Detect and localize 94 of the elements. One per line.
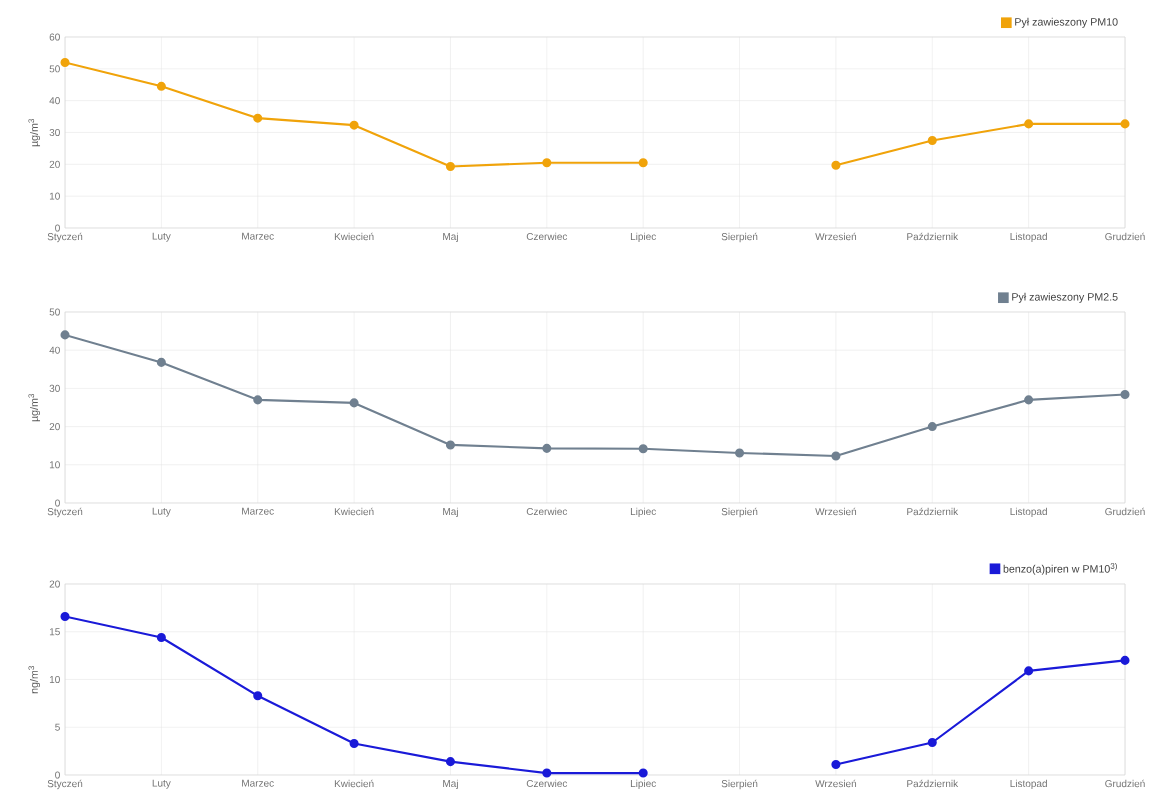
point [253,691,263,701]
y-tick-label: 40 [49,346,60,354]
x-tick-label: Luty [152,232,171,242]
point [253,395,263,405]
point [927,737,937,748]
point [638,444,648,454]
point [253,113,263,123]
x-tick-label: Maj [443,779,458,790]
x-tick-label: Maj [443,232,458,243]
x-tick-label: Czerwiec [526,232,568,241]
x-tick-label: Sierpień [721,779,758,790]
point [60,330,70,340]
point [831,759,841,770]
x-tick-label: Kwiecień [334,779,374,788]
x-tick-label: Czerwiec [526,779,568,788]
x-tick-label: Październik [907,507,959,516]
y-tick-label: 50 [49,65,60,73]
x-tick-label: Luty [152,779,171,789]
x-tick-label: Wrzesień [815,779,857,788]
x-tick-label: Lipiec [630,232,656,243]
x-tick-label: Grudzień [1105,232,1145,241]
point [1024,395,1034,405]
y-tick-label: 20 [49,580,60,588]
point [1024,666,1034,676]
x-tick-label: Sierpień [721,232,758,243]
x-tick-label: Listopad [1010,779,1047,790]
x-tick-label: Maj [443,507,458,518]
y-tick-label: 10 [49,192,60,200]
point [1120,655,1130,665]
x-tick-label: Sierpień [721,507,758,518]
x-tick-label: Luty [152,507,171,517]
point [156,632,166,642]
x-tick-label: Czerwiec [526,507,568,516]
point [445,162,455,172]
x-tick-label: Styczeń [47,232,83,243]
point [156,81,166,91]
x-tick-label: Listopad [1010,507,1047,518]
point [638,158,648,168]
y-tick-label: 5 [55,723,60,731]
x-tick-label: Lipiec [630,779,656,790]
y-tick-label: 30 [49,384,60,392]
x-tick-label: Wrzesień [815,507,857,516]
point [60,57,70,67]
y-axis-title: µg/m$^{3}$ [28,118,41,147]
x-tick-label: Styczeń [47,507,83,518]
point [1024,119,1034,129]
y-tick-label: 60 [49,33,60,41]
y-tick-label: 10 [49,675,60,684]
y-tick-label: 30 [49,128,60,137]
x-tick-label: Październik [907,779,959,788]
point [445,757,455,767]
point [349,398,359,408]
x-tick-label: Grudzień [1105,507,1145,516]
y-tick-label: 10 [49,461,60,469]
point [735,448,745,458]
point [445,440,455,450]
y-tick-label: 0 [55,499,60,507]
x-tick-label: Listopad [1010,232,1047,243]
point [542,768,552,778]
y-tick-label: 0 [55,771,60,779]
x-tick-label: Styczeń [47,779,83,790]
y-tick-label: 15 [49,628,60,636]
y-axis-title: µg/m$^{3}$ [28,393,41,422]
x-tick-label: Lipiec [630,507,656,518]
point [927,422,937,432]
point [927,135,937,145]
y-tick-label: 20 [49,160,60,168]
legend-label: benzo(a)piren w PM10$^{3)}$ [1003,562,1117,575]
x-tick-label: Kwiecień [334,507,374,516]
legend-label: Pył zawieszony PM10 [1015,17,1118,28]
legend-label: Pył zawieszony PM2.5 [1012,292,1118,303]
x-tick-label: Marzec [242,779,274,787]
x-tick-label: Październik [907,232,959,241]
x-tick-label: Marzec [242,232,274,240]
y-tick-label: 0 [55,224,60,232]
point [831,451,841,461]
point [1120,389,1130,400]
point [831,160,841,170]
point [349,120,359,130]
y-tick-label: 20 [49,423,60,431]
x-tick-label: Marzec [242,507,274,515]
point [156,357,166,367]
x-tick-label: Wrzesień [815,232,857,241]
point [1120,119,1130,129]
x-tick-label: Grudzień [1105,779,1145,788]
point [542,158,552,168]
x-tick-label: Kwiecień [334,232,374,241]
y-axis-title: ng/m$^{3}$ [28,666,41,694]
point [542,443,552,453]
point [349,738,359,749]
point [638,768,648,778]
point [60,611,70,621]
y-tick-label: 50 [49,308,60,316]
y-tick-label: 40 [49,97,60,105]
